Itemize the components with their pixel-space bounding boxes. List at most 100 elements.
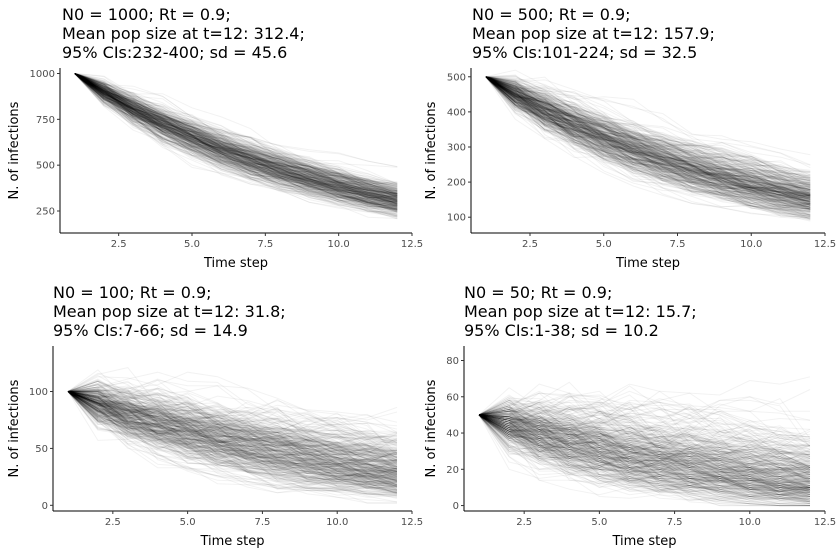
trajectory-line — [74, 73, 398, 196]
trajectory-line — [74, 73, 398, 198]
trajectory-line — [67, 391, 398, 463]
trajectory-line — [67, 391, 398, 456]
trajectory-line — [67, 391, 398, 480]
trajectory-line — [478, 399, 811, 474]
trajectory-line — [67, 391, 398, 440]
trajectory-line — [485, 76, 811, 200]
trajectory-line — [478, 414, 811, 494]
trajectory-line — [67, 391, 398, 472]
trajectory-line — [74, 73, 398, 198]
trajectory-line — [74, 73, 398, 216]
trajectory-line — [67, 391, 398, 448]
trajectory-line — [479, 414, 811, 487]
trajectory-line — [485, 76, 811, 202]
trajectory-line — [478, 414, 811, 503]
trajectory-line — [485, 76, 811, 197]
trajectory-line — [478, 405, 811, 447]
trajectory-line — [478, 414, 811, 494]
trajectory-line — [485, 76, 811, 192]
trajectory-line — [478, 405, 811, 443]
trajectory-line — [485, 76, 811, 210]
trajectory-line — [485, 76, 811, 206]
trajectory-line — [478, 414, 811, 481]
trajectory-line — [485, 76, 811, 201]
trajectory-line — [74, 73, 398, 207]
trajectory-line — [67, 391, 398, 472]
trajectory-line — [74, 73, 398, 196]
trajectory-line — [478, 414, 811, 496]
trajectory-line — [478, 405, 811, 490]
trajectory-line — [485, 76, 811, 191]
trajectory-line — [67, 391, 398, 480]
trajectory-line — [74, 73, 398, 201]
trajectory-line — [485, 76, 811, 208]
trajectory-line — [74, 73, 398, 210]
trajectory-line — [74, 73, 398, 197]
trajectory-line — [485, 76, 811, 214]
trajectory-line — [478, 414, 811, 497]
trajectory-line — [478, 414, 811, 496]
trajectory-line — [67, 391, 398, 481]
trajectory-line — [485, 76, 811, 181]
trajectory-line — [74, 73, 398, 202]
trajectory-line — [478, 414, 811, 483]
trajectory-line — [478, 414, 810, 494]
y-tick-label: 100 — [447, 213, 466, 224]
panel-title: N0 = 1000; Rt = 0.9; Mean pop size at t=1… — [62, 5, 305, 62]
trajectory-line — [478, 414, 811, 479]
trajectory-line — [67, 391, 398, 482]
trajectory-line — [478, 414, 810, 501]
trajectory-line — [485, 76, 811, 220]
trajectory-line — [74, 73, 398, 168]
trajectory-line — [478, 414, 811, 487]
trajectory-line — [74, 73, 398, 215]
trajectory-line — [67, 391, 398, 472]
trajectory-line — [485, 76, 811, 192]
x-axis-label: Time step — [199, 534, 264, 549]
trajectory-line — [478, 414, 811, 499]
trajectory-line — [74, 73, 398, 195]
trajectory-line — [67, 391, 397, 455]
trajectory-line — [74, 73, 398, 185]
trajectory-line — [74, 73, 398, 201]
trajectory-line — [478, 414, 811, 496]
trajectory-line — [74, 73, 398, 199]
trajectory-line — [485, 76, 811, 182]
trajectory-line — [485, 76, 811, 191]
trajectory-line — [478, 414, 811, 494]
trajectory-line — [485, 76, 811, 197]
trajectory-line — [485, 76, 811, 217]
trajectory-line — [74, 73, 398, 192]
trajectory-line — [67, 391, 397, 477]
trajectory-line — [478, 414, 811, 496]
trajectory-line — [485, 76, 811, 188]
trajectory-line — [478, 405, 810, 447]
trajectory-line — [478, 392, 811, 429]
trajectory-line — [485, 76, 811, 213]
trajectory-line — [478, 414, 811, 496]
trajectory-line — [478, 414, 811, 452]
x-tick-label: 10.0 — [739, 517, 761, 528]
trajectory-line — [478, 414, 811, 474]
trajectory-line — [478, 405, 811, 476]
trajectory-line — [485, 69, 811, 174]
trajectory-line — [478, 414, 811, 468]
trajectory-line — [485, 76, 811, 203]
trajectory-line — [478, 401, 811, 492]
trajectory-line — [67, 391, 398, 488]
trajectory-line — [485, 76, 811, 216]
trajectory-line — [74, 73, 398, 192]
trajectory-line — [485, 76, 811, 191]
trajectory-line — [478, 414, 811, 496]
trajectory-line — [67, 386, 398, 469]
trajectory-line — [485, 76, 811, 199]
trajectory-line — [67, 391, 398, 436]
trajectory-line — [67, 391, 398, 444]
trajectory-line — [485, 76, 811, 201]
trajectory-line — [74, 73, 398, 203]
trajectory-line — [485, 76, 811, 197]
trajectory-line — [485, 76, 811, 185]
trajectory-line — [74, 73, 398, 193]
trajectory-line — [74, 73, 398, 209]
trajectory-line — [478, 407, 811, 490]
